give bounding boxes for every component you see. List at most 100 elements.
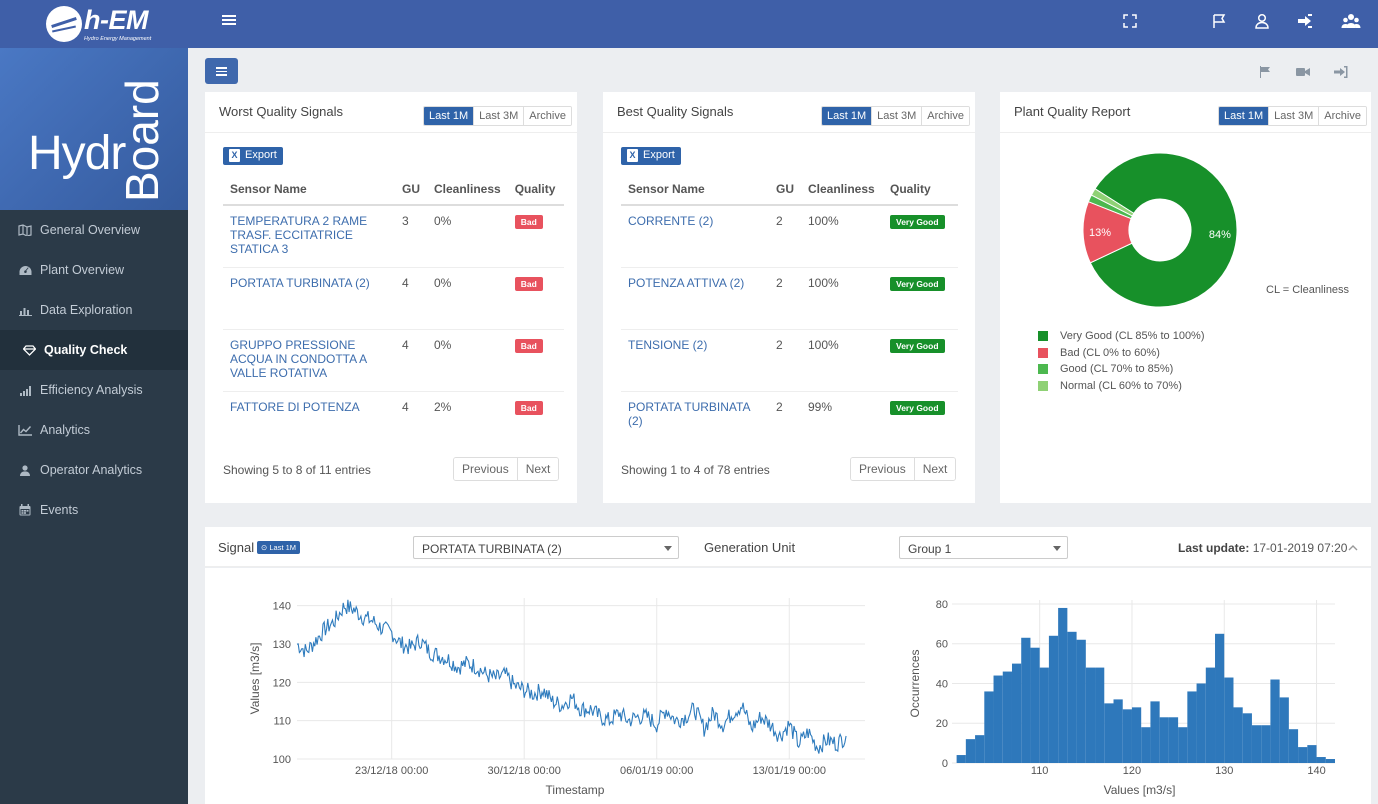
gu-cell: 2: [769, 328, 801, 391]
pagination: Previous Next: [453, 457, 560, 481]
line-chart-icon: [18, 423, 32, 437]
histogram-bar: [1058, 607, 1068, 763]
column-header[interactable]: GU: [395, 174, 427, 206]
menu-toggle-icon[interactable]: [222, 13, 236, 27]
gu-cell: 4: [395, 390, 427, 453]
x-tick-label: 120: [1123, 765, 1141, 777]
tab-last-1m[interactable]: Last 1M: [424, 107, 474, 125]
sensor-name-link[interactable]: PORTATA TURBINATA (2): [621, 390, 769, 453]
histogram-bar: [1067, 631, 1077, 763]
tab-last-3m[interactable]: Last 3M: [473, 107, 524, 125]
calendar-icon: [18, 503, 32, 517]
sensor-name-link[interactable]: GRUPPO PRESSIONE ACQUA IN CONDOTTA A VAL…: [223, 328, 395, 391]
legend-label: Very Good (CL 85% to 100%): [1060, 330, 1205, 343]
sidebar-item-general-overview[interactable]: General Overview: [0, 210, 188, 250]
brand-name: h-EM: [84, 5, 148, 35]
next-button[interactable]: Next: [913, 458, 956, 480]
sensor-name-link[interactable]: POTENZA ATTIVA (2): [621, 266, 769, 329]
generation-unit-value: Group 1: [908, 542, 952, 556]
sidebar-item-plant-overview[interactable]: Plant Overview: [0, 250, 188, 290]
sidebar-item-analytics[interactable]: Analytics: [0, 410, 188, 450]
sidebar-item-efficiency-analysis[interactable]: Efficiency Analysis: [0, 370, 188, 410]
worst-quality-panel: Worst Quality Signals Last 1M Last 3M Ar…: [205, 92, 577, 503]
x-axis-title: Timestamp: [546, 783, 605, 797]
histogram-bar: [1242, 713, 1252, 763]
hero-text-hydro: Hydr: [28, 127, 126, 180]
histogram-bar: [1316, 757, 1326, 763]
signal-label: Signal: [218, 540, 255, 555]
export-button[interactable]: X Export: [223, 147, 283, 165]
sidebar-item-label: Efficiency Analysis: [40, 383, 143, 397]
video-icon[interactable]: [1296, 66, 1310, 78]
sidebar-hero: Hydr Board: [0, 48, 188, 210]
tab-archive[interactable]: Archive: [523, 107, 571, 125]
fullscreen-icon[interactable]: [1121, 12, 1139, 30]
collapse-icon[interactable]: [1348, 544, 1358, 551]
gu-cell: 4: [395, 328, 427, 391]
previous-button[interactable]: Previous: [851, 458, 914, 480]
flag-icon[interactable]: [1210, 12, 1228, 30]
sidebar-item-label: Events: [40, 503, 79, 517]
column-header[interactable]: Sensor Name: [223, 174, 395, 206]
sensor-name-link[interactable]: FATTORE DI POTENZA: [223, 390, 395, 453]
export-label: Export: [643, 149, 675, 161]
tab-last-3m[interactable]: Last 3M: [871, 107, 922, 125]
sidebar-item-operator-analytics[interactable]: Operator Analytics: [0, 450, 188, 490]
flag-icon[interactable]: [1259, 66, 1273, 78]
column-header[interactable]: Cleanliness: [801, 174, 883, 206]
cleanliness-cell: 0%: [427, 328, 508, 391]
divider: [603, 132, 975, 133]
histogram-bar: [1261, 725, 1271, 763]
sidebar-item-quality-check[interactable]: Quality Check: [0, 330, 188, 370]
logo[interactable]: h-EM Hydro Energy Management: [46, 5, 186, 45]
sidebar-item-label: General Overview: [40, 223, 141, 237]
x-tick-label: 23/12/18 00:00: [355, 765, 428, 777]
user-icon[interactable]: [1253, 12, 1271, 30]
histogram-bar: [1113, 699, 1123, 763]
export-button[interactable]: X Export: [621, 147, 681, 165]
cleanliness-cell: 0%: [427, 204, 508, 267]
signal-select[interactable]: PORTATA TURBINATA (2): [413, 536, 679, 559]
quality-badge: Very Good: [890, 338, 945, 353]
tab-last-1m[interactable]: Last 1M: [1219, 107, 1269, 125]
histogram-bar: [965, 739, 976, 763]
logout-icon[interactable]: [1296, 12, 1314, 30]
sidebar-nav: General Overview Plant Overview Data Exp…: [0, 210, 188, 530]
users-icon[interactable]: [1341, 12, 1361, 30]
histogram-bar: [1325, 759, 1335, 763]
signal-charts-panel: 100 110 120 130 140 23/12/18 00:00 30/12/18 00…: [205, 568, 1371, 804]
content-menu-button[interactable]: [205, 58, 238, 84]
x-axis-title: Values [m3/s]: [1104, 783, 1176, 797]
sensor-name-link[interactable]: CORRENTE (2): [621, 204, 769, 267]
x-tick-label: 30/12/18 00:00: [487, 765, 560, 777]
sensor-name-link[interactable]: TEMPERATURA 2 RAME TRASF. ECCITATRICE ST…: [223, 204, 395, 267]
quality-badge: Bad: [514, 338, 543, 353]
histogram-bar: [1095, 667, 1105, 763]
quality-badge: Very Good: [890, 276, 945, 291]
quality-badge: Bad: [514, 400, 543, 415]
column-header[interactable]: GU: [769, 174, 801, 206]
generation-unit-select[interactable]: Group 1: [899, 536, 1068, 559]
sidebar-item-data-exploration[interactable]: Data Exploration: [0, 290, 188, 330]
previous-button[interactable]: Previous: [454, 458, 517, 480]
signal-icon: [18, 383, 32, 397]
series-line: [296, 599, 847, 754]
tab-archive[interactable]: Archive: [1318, 107, 1366, 125]
entries-info: Showing 1 to 4 of 78 entries: [621, 463, 770, 477]
column-header[interactable]: Cleanliness: [427, 174, 508, 206]
column-header[interactable]: Sensor Name: [621, 174, 769, 206]
tab-last-1m[interactable]: Last 1M: [822, 107, 872, 125]
tab-last-3m[interactable]: Last 3M: [1268, 107, 1319, 125]
histogram-bar: [1039, 667, 1049, 763]
sidebar-item-events[interactable]: Events: [0, 490, 188, 530]
logout-icon[interactable]: [1334, 66, 1348, 78]
column-header[interactable]: Quality: [883, 174, 958, 206]
tab-archive[interactable]: Archive: [921, 107, 969, 125]
sensor-name-link[interactable]: TENSIONE (2): [621, 328, 769, 391]
cleanliness-cell: 2%: [427, 390, 508, 453]
next-button[interactable]: Next: [516, 458, 559, 480]
cleanliness-cell: 100%: [801, 328, 883, 391]
column-header[interactable]: Quality: [507, 174, 564, 206]
quality-badge: Bad: [514, 215, 543, 229]
sensor-name-link[interactable]: PORTATA TURBINATA (2): [223, 266, 395, 329]
